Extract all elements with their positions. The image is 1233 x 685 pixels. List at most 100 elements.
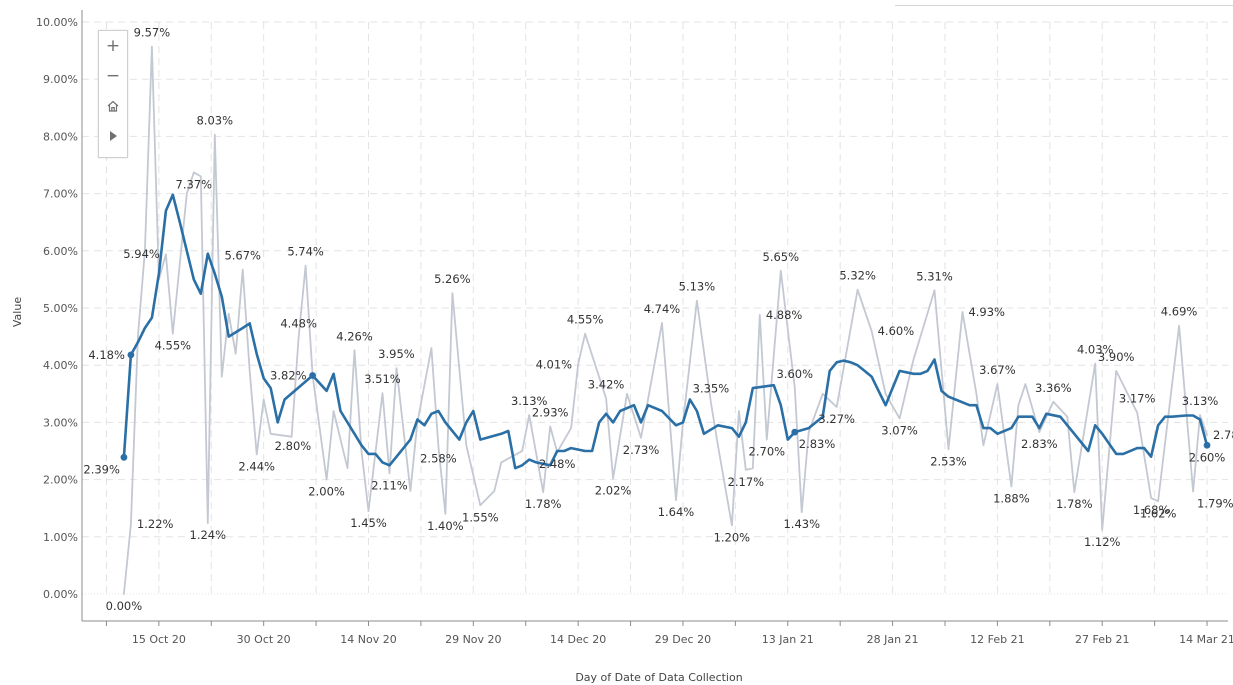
data-label: 2.58%: [420, 451, 457, 465]
x-tick-label: 13 Jan 21: [762, 633, 814, 646]
data-label: 1.88%: [993, 491, 1030, 505]
pan-button[interactable]: [99, 121, 127, 151]
data-label: 3.17%: [1119, 392, 1156, 406]
play-icon: [110, 131, 117, 141]
data-label: 3.51%: [364, 372, 401, 386]
axis-layer: 0.00% 1.00% 2.00% 3.00% 4.00% 5.00% 6.00% 7.00%…: [36, 10, 1233, 646]
y-tick-label: 5.00%: [43, 302, 78, 315]
zoom-in-button[interactable]: +: [105, 36, 121, 56]
data-label: 2.83%: [1021, 437, 1058, 451]
data-label: 1.64%: [658, 505, 695, 519]
data-label: 1.62%: [1140, 506, 1177, 520]
x-tick-label: 15 Oct 20: [132, 633, 186, 646]
data-label: 4.26%: [336, 329, 373, 343]
data-label: 4.88%: [766, 308, 803, 322]
data-point: [127, 351, 135, 359]
x-tick-label: 12 Feb 21: [970, 633, 1024, 646]
map-controls: + −: [98, 30, 128, 158]
y-tick-label: 1.00%: [43, 531, 78, 544]
x-tick-label: 29 Nov 20: [445, 633, 501, 646]
data-label: 4.01%: [536, 358, 573, 372]
data-label: 1.22%: [137, 517, 174, 531]
y-tick-label: 8.00%: [43, 130, 78, 143]
zoom-out-button[interactable]: −: [105, 66, 121, 86]
data-label: 1.12%: [1084, 535, 1121, 549]
data-label: 4.55%: [155, 339, 192, 353]
data-label: 3.07%: [881, 423, 918, 437]
x-tick-label: 14 Nov 20: [340, 633, 396, 646]
data-label: 2.70%: [749, 445, 786, 459]
data-label: 2.39%: [83, 462, 120, 476]
data-label: 4.48%: [280, 317, 317, 331]
data-label: 5.65%: [763, 250, 800, 264]
data-label: 3.60%: [776, 367, 813, 381]
series-line-trend: [122, 193, 1209, 470]
x-tick-label: 28 Jan 21: [867, 633, 919, 646]
data-label: 1.43%: [783, 517, 820, 531]
data-label: 1.79%: [1197, 497, 1233, 511]
data-label: 4.03%: [1077, 342, 1114, 356]
data-label: 2.02%: [595, 483, 632, 497]
y-tick-label: 2.00%: [43, 474, 78, 487]
data-label: 2.00%: [308, 485, 345, 499]
data-label: 3.82%: [270, 368, 307, 382]
data-label: 1.78%: [525, 497, 562, 511]
y-tick-label: 4.00%: [43, 359, 78, 372]
data-label: 1.78%: [1056, 497, 1093, 511]
y-tick-label: 9.00%: [43, 73, 78, 86]
marker-layer: [120, 351, 1211, 461]
x-axis-title: Day of Date of Data Collection: [575, 671, 742, 684]
data-label: 2.93%: [532, 405, 569, 419]
data-label: 5.13%: [679, 280, 716, 294]
y-tick-label: 0.00%: [43, 588, 78, 601]
data-label: 2.48%: [539, 457, 576, 471]
data-label: 8.03%: [196, 114, 233, 128]
data-label: 2.83%: [799, 437, 836, 451]
data-label: 3.42%: [588, 377, 625, 391]
data-label: 0.00%: [106, 599, 143, 613]
y-tick-label: 3.00%: [43, 416, 78, 429]
data-label: 2.73%: [623, 443, 660, 457]
data-label: 2.11%: [371, 478, 408, 492]
data-label: 3.27%: [818, 412, 855, 426]
x-tick-label: 30 Oct 20: [237, 633, 291, 646]
data-label: 2.17%: [728, 475, 765, 489]
data-label: 3.95%: [378, 347, 415, 361]
data-label: 4.18%: [88, 348, 125, 362]
data-label: 1.45%: [350, 516, 387, 530]
data-label: 3.13%: [1182, 394, 1219, 408]
data-point: [1203, 441, 1211, 449]
data-label: 1.20%: [714, 530, 751, 544]
data-label: 4.55%: [567, 313, 604, 327]
data-label: 7.37%: [176, 177, 213, 191]
data-label: 2.53%: [930, 454, 967, 468]
x-tick-label: 14 Mar 21: [1179, 633, 1233, 646]
data-label: 9.57%: [134, 26, 171, 40]
data-label: 5.32%: [839, 269, 876, 283]
data-label: 5.26%: [434, 272, 471, 286]
data-point: [309, 372, 316, 379]
data-label-layer: 9.57% 8.03% 7.37% 5.94% 5.67% 5.74% 4.55% 4.18%…: [83, 26, 1233, 613]
data-label: 2.80%: [275, 439, 312, 453]
data-label: 2.44%: [238, 459, 275, 473]
data-label: 1.68%: [1133, 503, 1170, 517]
data-label: 5.94%: [123, 247, 160, 261]
x-tick-label: 29 Dec 20: [655, 633, 711, 646]
home-icon: [107, 100, 119, 112]
data-label: 4.69%: [1161, 305, 1198, 319]
top-divider: [895, 5, 1233, 6]
y-axis-title: Value: [11, 297, 24, 327]
x-tick-label: 27 Feb 21: [1075, 633, 1129, 646]
data-label: 1.24%: [190, 528, 227, 542]
data-label: 4.74%: [644, 302, 681, 316]
data-label: 1.55%: [462, 510, 499, 524]
data-label: 5.31%: [916, 269, 953, 283]
series-layer: [122, 45, 1209, 595]
data-label: 3.35%: [693, 381, 730, 395]
y-tick-label: 6.00%: [43, 245, 78, 258]
data-label: 3.36%: [1035, 381, 1072, 395]
home-button[interactable]: [99, 91, 127, 121]
x-tick-label: 14 Dec 20: [550, 633, 606, 646]
data-label: 2.60%: [1189, 450, 1226, 464]
